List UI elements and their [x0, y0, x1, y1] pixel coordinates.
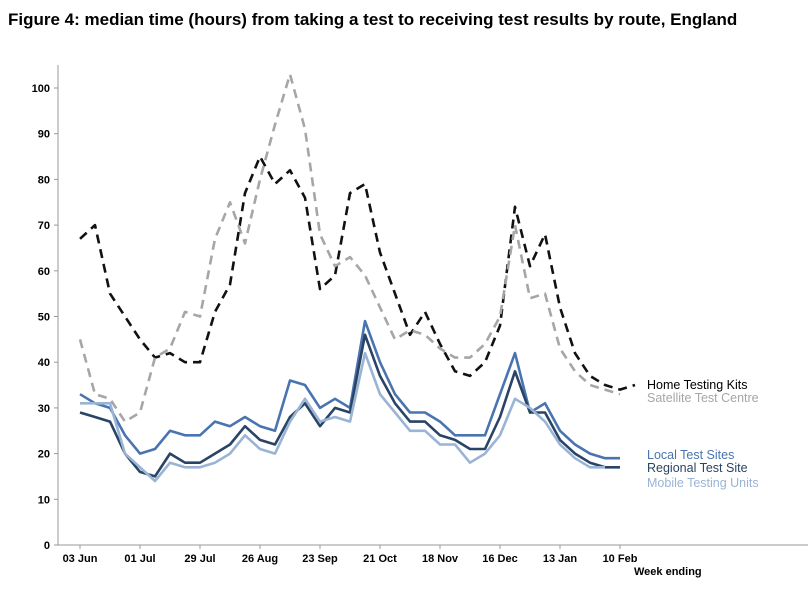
chart-title: Figure 4: median time (hours) from takin…: [8, 10, 738, 29]
x-tick-label: 01 Jul: [124, 553, 155, 565]
x-tick-label: 26 Aug: [242, 553, 278, 565]
y-tick-label: 20: [38, 449, 50, 461]
legend-label-regional-test-site: Regional Test Site: [647, 461, 748, 475]
legend-label-satellite-test-centre: Satellite Test Centre: [647, 391, 759, 405]
x-tick-label: 13 Jan: [543, 553, 578, 565]
y-tick-label: 0: [44, 540, 50, 552]
axes: 0 10 20 30 40 50 60 70 80 90 100 03 Jun 01 Jul 29 Jul…: [32, 65, 808, 578]
y-tick-label: 70: [38, 220, 50, 232]
series-lines: [78, 73, 636, 483]
legend-label-local-test-sites: Local Test Sites: [647, 448, 734, 462]
x-tick-label: 29 Jul: [184, 553, 215, 565]
series-line-regional-test-site: [79, 333, 620, 478]
legend-label-mobile-testing-units: Mobile Testing Units: [647, 476, 759, 490]
y-tick-label: 40: [38, 357, 50, 369]
x-tick-label: 10 Feb: [603, 553, 638, 565]
y-tick-label: 10: [38, 494, 50, 506]
x-tick-label: 18 Nov: [422, 553, 459, 565]
x-tick-label: 03 Jun: [63, 553, 98, 565]
y-tick-label: 30: [38, 403, 50, 415]
series-line-local-test-sites: [79, 319, 620, 460]
y-tick-label: 60: [38, 266, 50, 278]
y-tick-label: 50: [38, 312, 50, 324]
x-tick-label: 23 Sep: [302, 553, 338, 565]
x-axis-label: Week ending: [634, 566, 702, 578]
y-tick-label: 80: [38, 174, 50, 186]
y-tick-label: 90: [38, 129, 50, 141]
series-line-satellite-test-centre: [78, 73, 621, 423]
series-line-home-testing-kits: [79, 155, 636, 391]
series-line-mobile-testing-units: [80, 351, 605, 483]
x-tick-label: 21 Oct: [363, 553, 397, 565]
x-tick-label: 16 Dec: [482, 553, 517, 565]
legend-label-home-testing-kits: Home Testing Kits: [647, 378, 748, 392]
y-tick-label: 100: [32, 83, 50, 95]
